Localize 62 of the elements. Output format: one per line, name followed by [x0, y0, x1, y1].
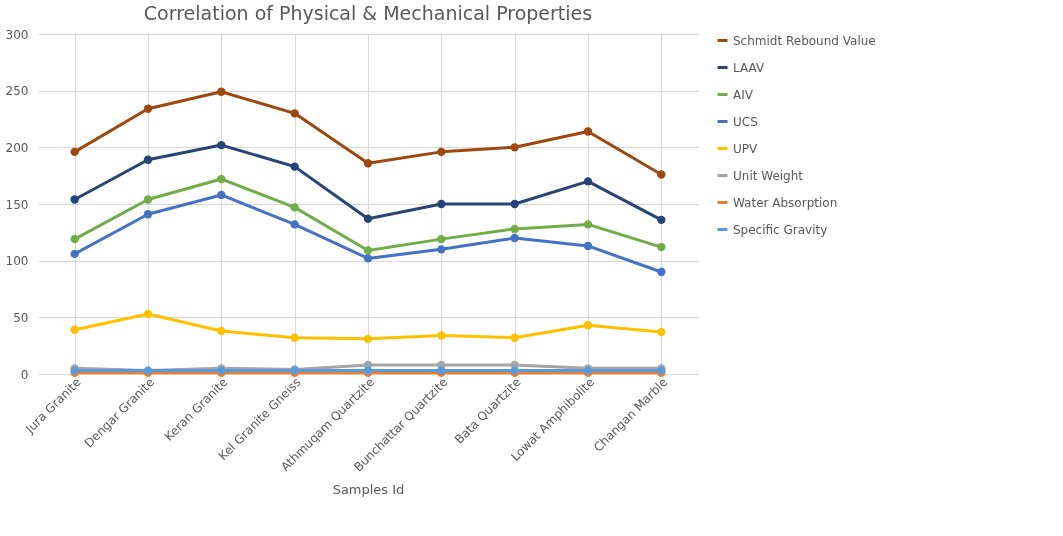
y-tick-label: 300	[5, 27, 29, 42]
y-tick-label: 200	[5, 140, 29, 155]
point	[437, 331, 446, 340]
point	[657, 327, 666, 337]
point	[143, 155, 153, 164]
point	[290, 203, 299, 212]
x-axis-title: Samples Id	[332, 481, 405, 497]
legend-label: UPV	[733, 141, 759, 156]
point	[290, 220, 299, 229]
point	[657, 242, 666, 252]
point	[510, 224, 519, 234]
legend-label: Unit Weight	[733, 168, 804, 183]
point	[583, 127, 593, 136]
legend-label: AIV	[733, 87, 754, 102]
point	[363, 254, 373, 263]
y-tick-label: 50	[13, 310, 29, 325]
point	[70, 249, 79, 259]
point	[363, 159, 373, 168]
point	[143, 210, 153, 219]
point	[217, 174, 226, 184]
point	[290, 109, 299, 118]
point	[657, 170, 666, 179]
point	[363, 214, 373, 223]
point	[583, 321, 593, 330]
chart-title: Correlation of Physical & Mechanical Properties	[143, 2, 593, 24]
point	[437, 147, 446, 157]
y-tick-label: 100	[5, 254, 29, 269]
point	[437, 234, 446, 244]
point	[510, 199, 519, 209]
y-tick-label: 150	[5, 197, 29, 212]
point	[583, 220, 593, 229]
point	[70, 325, 79, 334]
point	[217, 326, 226, 336]
point	[217, 190, 226, 200]
point	[70, 234, 79, 244]
point	[510, 143, 519, 152]
point	[657, 215, 666, 225]
point	[70, 195, 79, 204]
legend-label: UCS	[733, 114, 758, 129]
point	[70, 147, 79, 157]
point	[363, 246, 373, 255]
point	[217, 87, 226, 96]
y-tick-label: 250	[5, 84, 29, 99]
point	[143, 104, 153, 113]
point	[437, 245, 446, 254]
point	[583, 241, 593, 251]
point	[510, 233, 519, 243]
point	[143, 195, 153, 204]
legend-label: LAAV	[733, 60, 765, 75]
point	[290, 333, 299, 342]
point	[363, 334, 373, 344]
point	[217, 140, 226, 150]
point	[510, 333, 519, 342]
legend-label: Schmidt Rebound Value	[733, 33, 876, 48]
legend-label: Specific Gravity	[733, 222, 828, 237]
point	[290, 162, 299, 171]
point	[583, 177, 593, 186]
legend-label: Water Absorption	[733, 195, 838, 210]
y-tick-label: 0	[20, 367, 29, 382]
point	[143, 309, 153, 319]
point	[437, 199, 446, 209]
point	[657, 267, 666, 277]
